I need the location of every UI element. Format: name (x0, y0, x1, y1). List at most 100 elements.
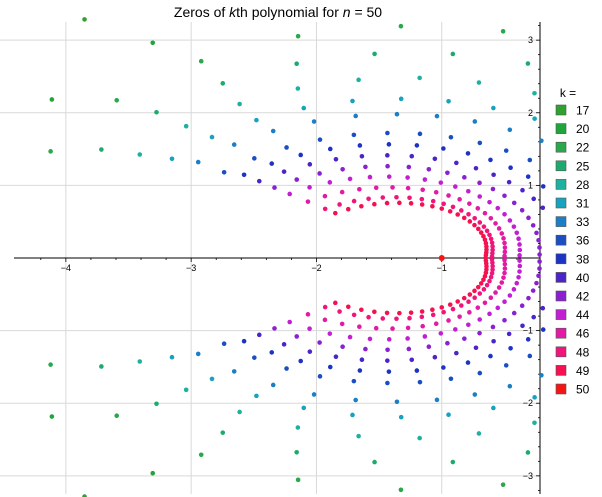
zero-point-k46 (405, 185, 411, 191)
zero-point-k49 (333, 210, 338, 216)
zero-point-k48 (380, 195, 386, 200)
zero-point-k22 (198, 452, 204, 458)
legend-label-k20: 20 (576, 122, 590, 136)
zero-point-k48 (489, 240, 495, 246)
zero-point-k42 (477, 180, 482, 186)
zero-point-k42 (462, 336, 467, 341)
zero-point-k48 (490, 247, 495, 253)
zero-point-k36 (503, 148, 509, 153)
zero-point-k44 (517, 263, 523, 269)
zero-point-k49 (359, 307, 364, 313)
zero-point-k40 (307, 162, 313, 167)
zero-point-k49 (333, 300, 338, 306)
zero-point-k49 (472, 288, 477, 294)
zero-point-k31 (209, 376, 215, 382)
zero-point-k38 (269, 350, 275, 355)
zero-point-k36 (503, 363, 509, 368)
zero-point-k44 (517, 258, 522, 263)
zero-point-k25 (372, 459, 377, 465)
zero-point-k44 (466, 188, 471, 194)
zero-point-k49 (481, 277, 486, 283)
zero-point-k49 (430, 307, 435, 312)
zero-point-k36 (317, 137, 323, 142)
zero-point-k46 (502, 257, 507, 263)
legend-swatch-k17 (555, 104, 567, 116)
legend-label-k28: 28 (576, 178, 590, 192)
zero-point-k40 (307, 349, 313, 354)
zero-point-k36 (284, 366, 289, 371)
legend-label-k44: 44 (576, 308, 590, 322)
zero-point-k49 (408, 310, 414, 315)
zero-point-k49 (345, 304, 351, 310)
zero-point-k48 (488, 236, 494, 242)
zero-point-k44 (517, 253, 522, 258)
zero-point-k48 (488, 274, 494, 280)
zero-point-k44 (487, 199, 492, 205)
zero-point-k42 (530, 288, 536, 293)
zero-point-k42 (490, 186, 496, 192)
zero-point-k44 (517, 269, 522, 274)
zero-point-k44 (422, 334, 428, 339)
legend-swatch-k42 (555, 290, 567, 302)
zero-point-k49 (472, 222, 477, 228)
zero-point-k46 (475, 305, 481, 310)
zero-point-k49 (408, 201, 414, 206)
zero-point-k38 (386, 142, 392, 147)
zero-point-k33 (231, 369, 237, 374)
zero-point-k22 (500, 29, 506, 34)
zero-point-k46 (482, 300, 488, 306)
zero-point-k31 (532, 116, 537, 121)
zero-point-k40 (531, 196, 536, 202)
zero-point-k48 (441, 309, 446, 315)
zero-point-k49 (478, 230, 484, 235)
zero-point-k48 (466, 211, 471, 217)
zero-point-k48 (472, 215, 477, 221)
zero-point-k33 (472, 119, 478, 124)
zero-point-k40 (520, 323, 525, 329)
zero-point-k44 (487, 311, 492, 317)
zero-point-k25 (99, 147, 104, 152)
zero-point-k46 (433, 321, 439, 327)
zero-point-k40 (409, 153, 415, 159)
zero-point-k49 (467, 292, 473, 297)
zero-point-k44 (516, 275, 521, 280)
legend-label-k38: 38 (576, 252, 590, 266)
zero-point-k40 (333, 354, 339, 360)
zero-point-k42 (537, 245, 542, 250)
zero-point-k40 (385, 358, 390, 363)
zero-point-k28 (476, 431, 482, 436)
zero-point-k42 (406, 164, 412, 170)
zero-point-k46 (457, 197, 462, 202)
zero-point-k36 (221, 169, 227, 175)
zero-point-k44 (405, 175, 410, 180)
zero-point-k38 (241, 172, 247, 178)
zero-point-k44 (507, 293, 513, 298)
zero-point-k38 (508, 345, 513, 351)
zero-point-k48 (394, 194, 399, 200)
zero-point-k44 (514, 280, 520, 286)
zero-point-k36 (351, 378, 357, 384)
zero-point-k46 (502, 249, 508, 255)
zero-point-k40 (540, 205, 546, 211)
legend-label-k31: 31 (576, 197, 590, 211)
zero-point-k28 (417, 435, 422, 441)
zero-point-k38 (508, 165, 513, 171)
zero-point-k31 (169, 354, 175, 360)
zero-point-k46 (499, 280, 505, 285)
zero-point-k33 (472, 392, 478, 397)
zero-point-k22 (398, 487, 404, 493)
zero-point-k48 (481, 224, 487, 229)
zero-point-k38 (414, 368, 420, 373)
zero-point-k49 (482, 237, 488, 243)
legend-swatch-k33 (555, 216, 567, 227)
zero-point-k31 (491, 405, 496, 411)
axes: −4 −3 −2 −1 −3 −2 −1 1 2 3 (14, 22, 541, 494)
zero-point-k48 (450, 306, 456, 312)
zero-point-k44 (386, 337, 392, 342)
zero-point-k40 (359, 357, 365, 363)
zero-point-k46 (499, 231, 505, 236)
zero-point-k42 (477, 330, 482, 336)
zero-point-k38 (241, 338, 247, 344)
zero-point-k42 (385, 347, 390, 353)
legend-label-k36: 36 (576, 234, 590, 248)
